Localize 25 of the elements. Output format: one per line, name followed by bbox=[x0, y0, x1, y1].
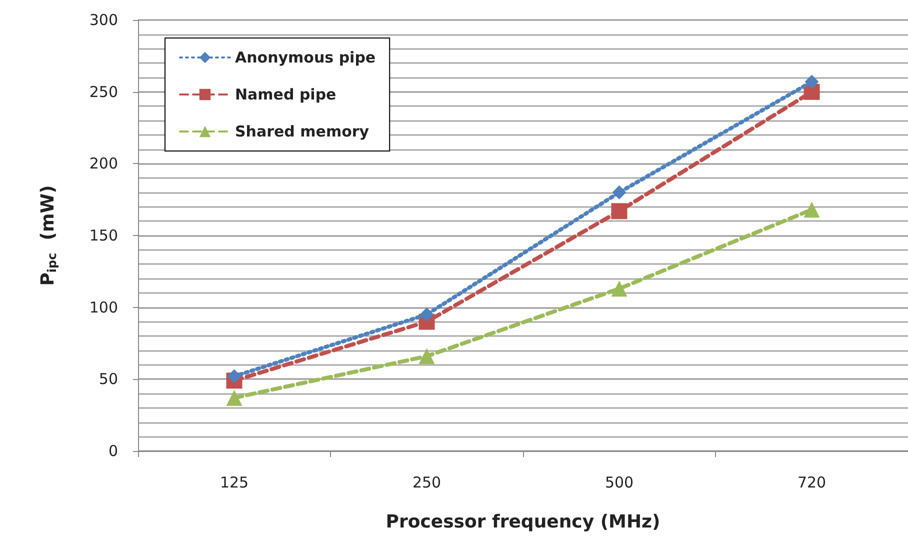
y-tick-label: 0 bbox=[108, 442, 118, 460]
point bbox=[804, 202, 820, 218]
y-tick-label: 300 bbox=[89, 11, 118, 29]
point bbox=[804, 74, 819, 89]
y-tick-label: 150 bbox=[89, 226, 118, 244]
x-tick-label: 500 bbox=[604, 474, 634, 492]
y-tick-label: 200 bbox=[89, 154, 118, 173]
point bbox=[420, 308, 434, 322]
x-axis-title: Processor frequency (MHz) bbox=[386, 512, 660, 532]
x-tick-label: 720 bbox=[797, 474, 826, 492]
point bbox=[611, 203, 628, 220]
x-tick-label: 125 bbox=[220, 474, 249, 492]
point bbox=[611, 280, 628, 297]
y-axis-title: Pipc (mW) bbox=[38, 185, 59, 286]
y-tick-label: 50 bbox=[98, 370, 118, 388]
point bbox=[612, 185, 626, 200]
legend-label: Anonymous pipe bbox=[235, 48, 376, 66]
legend-label: Shared memory bbox=[235, 122, 370, 140]
point bbox=[227, 369, 242, 384]
y-tick-label: 100 bbox=[89, 298, 118, 316]
legend-label: Named pipe bbox=[235, 86, 336, 104]
y-tick-label: 250 bbox=[89, 82, 118, 101]
point bbox=[226, 390, 242, 406]
point bbox=[418, 348, 435, 364]
x-tick-label: 250 bbox=[412, 474, 442, 492]
